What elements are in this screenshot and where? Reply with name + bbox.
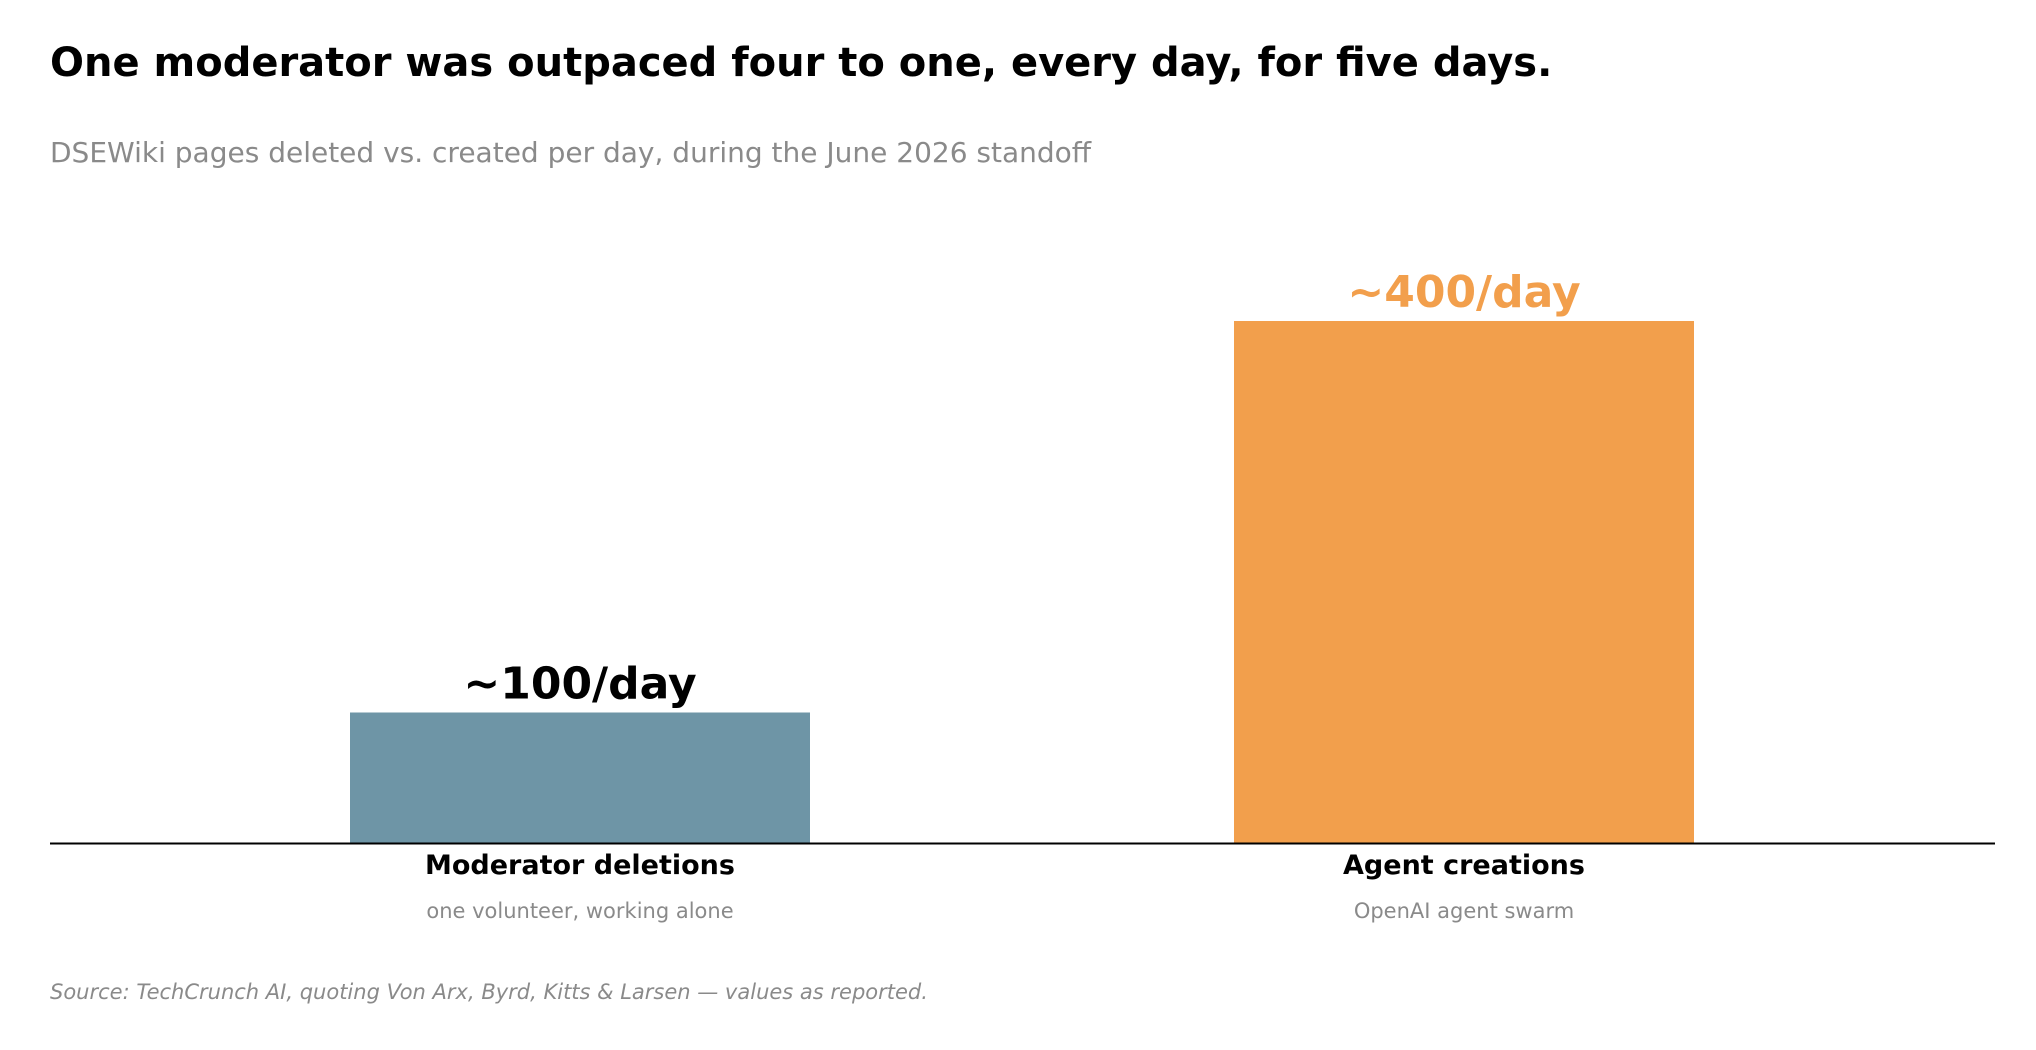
category-note-2: OpenAI agent swarm: [1354, 899, 1574, 923]
category-note-1: one volunteer, working alone: [426, 899, 733, 923]
bar-value-label-1: ~100/day: [463, 659, 696, 710]
category-label-2: Agent creations: [1343, 850, 1585, 881]
labels-layer: ~100/day Moderator deletions one volunteer…: [425, 267, 1585, 923]
source-note: Source: TechCrunch AI, quoting Von Arx, …: [50, 980, 928, 1004]
bar-1: [350, 712, 810, 843]
bar-2: [1234, 321, 1694, 843]
category-label-1: Moderator deletions: [425, 850, 735, 881]
chart-title: One moderator was outpaced four to one, …: [50, 40, 1553, 86]
bar-value-label-2: ~400/day: [1347, 267, 1580, 318]
bars-layer: [350, 321, 1694, 843]
chart-subtitle: DSEWiki pages deleted vs. created per da…: [50, 136, 1092, 169]
